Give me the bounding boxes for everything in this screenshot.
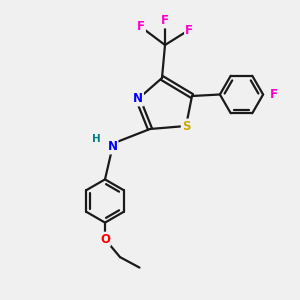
Text: F: F bbox=[161, 14, 169, 28]
Text: N: N bbox=[107, 140, 118, 154]
Text: F: F bbox=[270, 88, 278, 101]
Text: F: F bbox=[137, 20, 145, 34]
Text: S: S bbox=[182, 119, 190, 133]
Text: F: F bbox=[185, 23, 193, 37]
Text: O: O bbox=[100, 232, 110, 246]
Text: N: N bbox=[133, 92, 143, 106]
Text: H: H bbox=[92, 134, 100, 145]
